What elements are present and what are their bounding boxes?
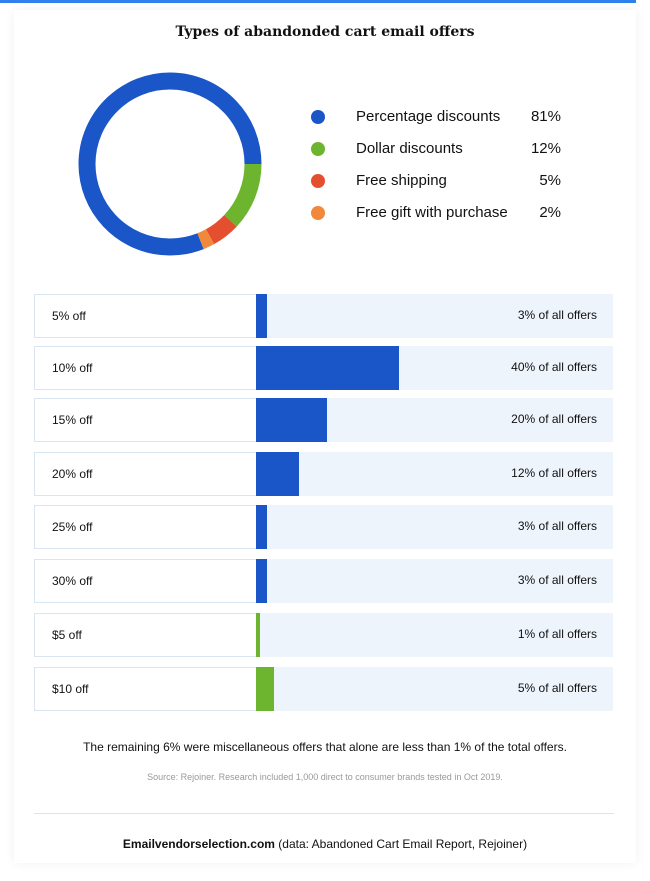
bar-track: 12% of all offers — [256, 452, 613, 496]
legend-swatch-icon — [311, 206, 325, 220]
bar-row: 20% off 12% of all offers — [34, 452, 614, 496]
bar-row: 10% off 40% of all offers — [34, 346, 614, 390]
bar-fill — [256, 294, 267, 338]
footer-credit: Emailvendorselection.com (data: Abandone… — [14, 837, 636, 851]
bar-category-label: 5% off — [52, 309, 86, 323]
bar-track: 3% of all offers — [256, 505, 613, 549]
bar-fill — [256, 559, 267, 603]
donut-slice-free-gift-with-purchase — [78, 72, 262, 256]
bar-category-label: $10 off — [52, 682, 89, 696]
bar-label-box: 20% off — [34, 452, 257, 496]
legend-label: Free shipping — [356, 172, 447, 189]
bar-track: 3% of all offers — [256, 294, 613, 338]
legend-value: 12% — [530, 140, 561, 157]
footer-brand[interactable]: Emailvendorselection.com — [122, 837, 275, 851]
legend-label: Free gift with purchase — [356, 204, 508, 221]
bar-track: 3% of all offers — [256, 559, 613, 603]
legend-value: 2% — [539, 204, 561, 221]
bar-category-label: 10% off — [52, 361, 93, 375]
bar-fill — [256, 398, 328, 442]
bar-row: $5 off 1% of all offers — [34, 613, 614, 657]
bar-row: 5% off 3% of all offers — [34, 294, 614, 338]
bar-value-label: 3% of all offers — [517, 519, 597, 533]
donut-slice-dollar-discounts — [78, 72, 262, 256]
legend-item: Free gift with purchase 2% — [300, 202, 570, 224]
legend-swatch-icon — [311, 110, 325, 124]
bar-value-label: 40% of all offers — [511, 360, 597, 374]
legend-value: 81% — [530, 108, 561, 125]
bar-label-box: 5% off — [34, 294, 257, 338]
bar-value-label: 3% of all offers — [517, 308, 597, 322]
bar-label-box: $5 off — [34, 613, 257, 657]
donut-slice-free-shipping — [78, 72, 262, 256]
donut-slice-percentage-discounts — [78, 72, 262, 256]
bar-label-box: 10% off — [34, 346, 257, 390]
bar-row: 30% off 3% of all offers — [34, 559, 614, 603]
legend-item: Percentage discounts 81% — [300, 106, 570, 128]
bar-label-box: $10 off — [34, 667, 257, 711]
bar-label-box: 30% off — [34, 559, 257, 603]
bar-category-label: 25% off — [52, 520, 93, 534]
bar-row: 25% off 3% of all offers — [34, 505, 614, 549]
bar-label-box: 25% off — [34, 505, 257, 549]
bar-fill — [256, 667, 274, 711]
legend-item: Dollar discounts 12% — [300, 138, 570, 160]
bar-row: $10 off 5% of all offers — [34, 667, 614, 711]
bar-value-label: 20% of all offers — [511, 412, 597, 426]
donut-chart — [78, 72, 262, 256]
legend-item: Free shipping 5% — [300, 170, 570, 192]
bar-row: 15% off 20% of all offers — [34, 398, 614, 442]
bar-value-label: 5% of all offers — [517, 681, 597, 695]
legend-swatch-icon — [311, 142, 325, 156]
bar-fill — [256, 452, 299, 496]
misc-offers-note: The remaining 6% were miscellaneous offe… — [83, 740, 567, 754]
bar-track: 1% of all offers — [256, 613, 613, 657]
bar-category-label: 30% off — [52, 574, 93, 588]
bar-value-label: 12% of all offers — [511, 466, 597, 480]
legend-label: Dollar discounts — [356, 140, 463, 157]
source-note: Source: Rejoiner. Research included 1,00… — [147, 772, 503, 782]
legend-swatch-icon — [311, 174, 325, 188]
bar-fill — [256, 613, 260, 657]
bar-category-label: 15% off — [52, 413, 93, 427]
bar-category-label: $5 off — [52, 628, 82, 642]
bar-fill — [256, 346, 399, 390]
bar-value-label: 1% of all offers — [517, 627, 597, 641]
legend-label: Percentage discounts — [356, 108, 501, 125]
footer-source: (data: Abandoned Cart Email Report, Rejo… — [274, 837, 528, 851]
bar-fill — [256, 505, 267, 549]
bar-category-label: 20% off — [52, 467, 93, 481]
bar-track: 5% of all offers — [256, 667, 613, 711]
bar-label-box: 15% off — [34, 398, 257, 442]
top-accent-bar — [0, 0, 636, 3]
legend-value: 5% — [539, 172, 561, 189]
bar-value-label: 3% of all offers — [517, 573, 597, 587]
footer-divider — [34, 813, 614, 814]
chart-title: Types of abandonded cart email offers — [175, 24, 475, 40]
